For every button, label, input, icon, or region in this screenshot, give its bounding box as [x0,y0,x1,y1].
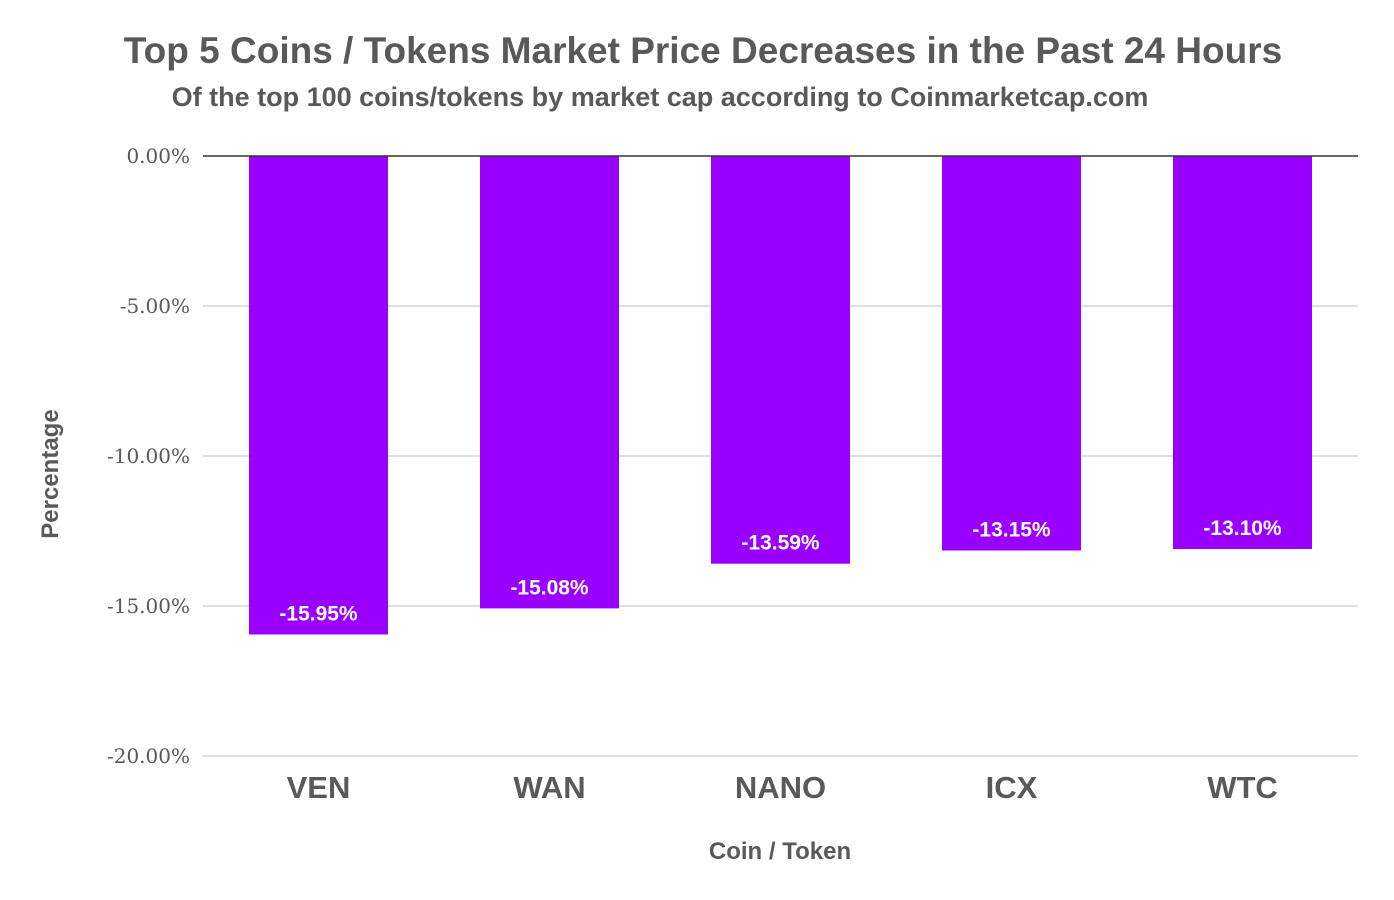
x-category-label: WAN [513,770,585,805]
data-label: -15.08% [510,576,589,599]
chart-title: Top 5 Coins / Tokens Market Price Decrea… [123,30,1283,71]
y-tick-label: -15.00% [107,594,190,618]
bar [1173,156,1312,549]
y-axis-ticks: 0.00% -5.00% -10.00% -15.00% -20.00% [107,144,190,768]
bar [942,156,1081,551]
data-label: -13.15% [972,519,1051,542]
y-tick-label: -5.00% [120,294,190,318]
data-labels: -15.95% -15.08% -13.59% -13.15% -13.10% [279,517,1282,626]
y-tick-label: -20.00% [107,744,190,768]
x-category-label: NANO [735,770,826,805]
y-tick-label: -10.00% [107,444,190,468]
y-axis-title: Percentage [37,409,64,538]
data-label: -13.59% [741,532,820,555]
x-category-label: WTC [1207,770,1278,805]
bar [711,156,850,564]
x-category-label: ICX [986,770,1038,805]
bar [249,156,388,635]
x-axis-categories: VEN WAN NANO ICX WTC [287,770,1278,805]
bars [249,156,1312,635]
bar [480,156,619,609]
data-label: -13.10% [1203,517,1282,540]
data-label: -15.95% [279,603,358,626]
y-tick-label: 0.00% [126,144,190,168]
x-category-label: VEN [287,770,351,805]
x-axis-title: Coin / Token [709,838,851,865]
chart-subtitle: Of the top 100 coins/tokens by market ca… [171,82,1149,112]
